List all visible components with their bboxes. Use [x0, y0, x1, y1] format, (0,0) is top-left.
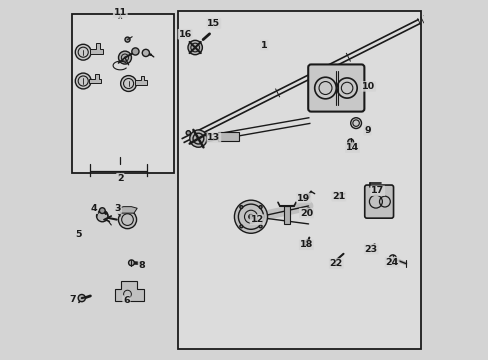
Text: 8: 8: [138, 261, 145, 270]
FancyBboxPatch shape: [307, 64, 364, 112]
Text: 5: 5: [75, 230, 81, 239]
Circle shape: [234, 200, 267, 233]
Text: 16: 16: [178, 30, 191, 39]
Circle shape: [189, 130, 206, 147]
Bar: [217, 132, 239, 141]
Text: 18: 18: [299, 240, 312, 249]
Text: 9: 9: [364, 126, 370, 135]
Circle shape: [186, 131, 190, 135]
Circle shape: [142, 49, 149, 57]
Circle shape: [347, 139, 353, 145]
Bar: [284, 206, 289, 224]
Circle shape: [305, 240, 310, 246]
Circle shape: [78, 294, 85, 302]
FancyBboxPatch shape: [364, 185, 393, 218]
Circle shape: [75, 44, 91, 60]
Text: 12: 12: [250, 215, 263, 224]
Circle shape: [132, 48, 139, 55]
Text: 21: 21: [331, 192, 345, 201]
Text: 2: 2: [117, 174, 123, 183]
Text: 24: 24: [385, 258, 398, 266]
Circle shape: [125, 37, 130, 42]
Text: 3: 3: [114, 204, 121, 213]
Polygon shape: [89, 74, 101, 84]
Circle shape: [118, 51, 131, 64]
Circle shape: [305, 194, 309, 198]
Circle shape: [240, 225, 242, 228]
Circle shape: [187, 40, 202, 55]
Circle shape: [118, 211, 136, 229]
Circle shape: [240, 206, 242, 208]
Text: 10: 10: [362, 82, 374, 91]
Text: 22: 22: [329, 259, 342, 268]
Text: 17: 17: [370, 186, 384, 195]
Text: 19: 19: [297, 194, 310, 202]
Circle shape: [248, 215, 253, 219]
Text: 14: 14: [345, 143, 358, 152]
Bar: [72, 14, 174, 173]
Circle shape: [96, 210, 108, 222]
Circle shape: [336, 194, 340, 198]
Circle shape: [259, 225, 262, 228]
Text: 13: 13: [207, 133, 220, 142]
Polygon shape: [89, 43, 102, 54]
Text: 1: 1: [261, 41, 267, 50]
Circle shape: [350, 118, 361, 129]
Text: 20: 20: [299, 209, 312, 217]
Circle shape: [99, 208, 105, 213]
Bar: [179, 12, 419, 348]
Circle shape: [259, 206, 262, 208]
Circle shape: [75, 73, 91, 89]
Text: 11: 11: [113, 8, 127, 17]
Text: 15: 15: [207, 19, 220, 28]
Circle shape: [128, 260, 134, 266]
Text: 23: 23: [364, 245, 377, 253]
Text: 6: 6: [123, 296, 129, 305]
Bar: [73, 15, 173, 172]
Polygon shape: [135, 76, 146, 85]
Polygon shape: [114, 281, 143, 301]
Text: 4: 4: [90, 204, 97, 213]
Text: 7: 7: [69, 295, 76, 304]
Circle shape: [305, 208, 310, 213]
Circle shape: [388, 255, 396, 262]
Bar: [178, 11, 420, 349]
Circle shape: [121, 76, 136, 91]
Polygon shape: [118, 207, 137, 213]
